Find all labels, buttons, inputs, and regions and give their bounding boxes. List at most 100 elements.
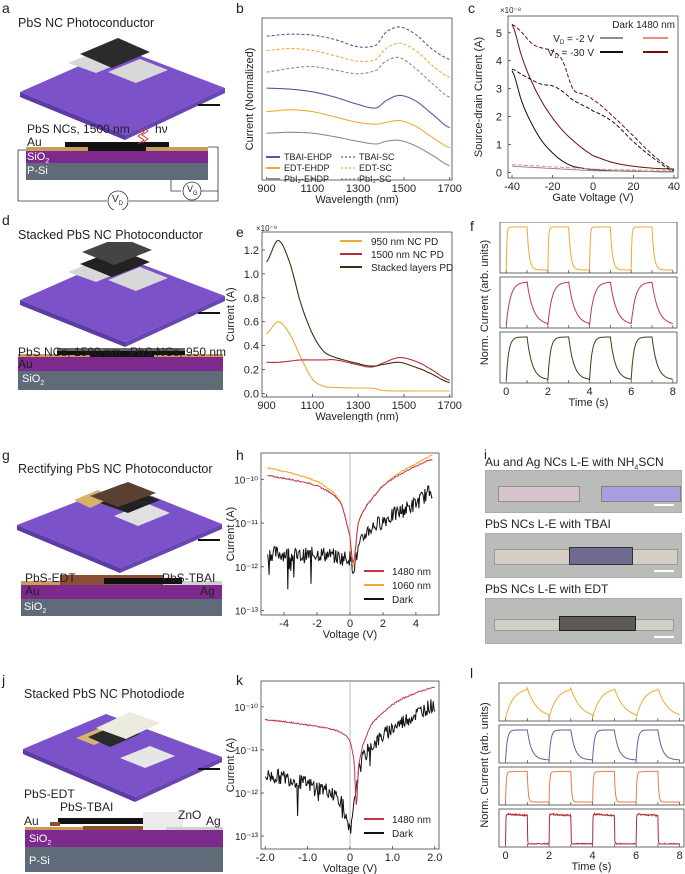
transient-trace <box>505 226 673 271</box>
ag-strip <box>601 486 681 502</box>
legend-label: 1060 nm <box>392 581 431 592</box>
panel-letter-f: f <box>470 218 474 234</box>
label-au-j: Au <box>24 814 39 828</box>
legend-label: 1480 nm <box>392 567 431 578</box>
x-tick-label: -2 <box>312 618 322 630</box>
x-tick-label: 8 <box>670 386 676 398</box>
series-TBAI-EHDP <box>266 87 450 129</box>
y-tick-label: 0 <box>496 167 502 179</box>
y-axis-label: Current (Normalized) <box>244 48 256 151</box>
series-1480 nm <box>264 686 435 805</box>
y-tick-label: 3 <box>496 84 502 96</box>
x-tick-label: -20 <box>545 181 561 193</box>
label-sio2-g: SiO2 <box>24 601 47 616</box>
plot-frame <box>498 724 685 764</box>
micro-caption-3: PbS NCs L-E with EDT <box>485 582 609 596</box>
x-axis-label: Voltage (V) <box>323 629 377 641</box>
series-Dark <box>267 485 433 590</box>
legend-label: PbI₂-SC <box>359 174 392 184</box>
scale-bar <box>198 104 220 106</box>
panel-letter-b: b <box>236 0 244 16</box>
x-tick-label: 0 <box>502 850 508 862</box>
transient-trace <box>505 812 680 846</box>
transient-trace <box>505 729 680 761</box>
legend-label: Dark <box>392 829 414 840</box>
label-sio2-d: SiO2 <box>22 373 45 388</box>
x-tick-label: 1500 <box>392 183 416 195</box>
x-tick-label: 0 <box>347 618 353 630</box>
y-tick-label: 1 <box>496 139 502 151</box>
panel-title-j: Stacked PbS NC Photodiode <box>24 687 185 701</box>
micrograph-edt <box>485 598 682 644</box>
label-vg: VG <box>187 184 198 197</box>
y-tick-label: 10⁻¹¹ <box>235 746 259 757</box>
x-tick-label: 4 <box>413 618 419 630</box>
panel-title-d: Stacked PbS NC Photoconductor <box>18 228 203 242</box>
legend-label: PbI₂-EHDP <box>284 174 329 184</box>
micro-caption-1: Au and Ag NCs L-E with NH4SCN <box>485 455 664 472</box>
label-au-g: Au <box>25 584 40 598</box>
x-axis-label: Wavelength (nm) <box>315 411 398 422</box>
y-tick-label: 0.4 <box>244 341 259 353</box>
micrograph-au-ag <box>485 470 682 513</box>
x-tick-label: 0 <box>590 181 596 193</box>
series-EDT-SC <box>266 42 450 78</box>
y-tick-label: 1.2 <box>244 245 259 257</box>
panel-letter-l: l <box>470 665 474 681</box>
scale-bar <box>654 504 674 506</box>
panel-letter-i: i <box>484 447 487 462</box>
x-axis-label: Wavelength (nm) <box>315 194 398 206</box>
y-axis-label: Current (A) <box>225 738 237 792</box>
y-tick-label: 10⁻¹³ <box>235 832 259 843</box>
panel-letter-g: g <box>2 447 10 463</box>
micro-caption-2: PbS NCs L-E with TBAI <box>485 517 611 531</box>
legend-label: EDT-SC <box>359 163 393 173</box>
plot-frame <box>499 276 678 329</box>
plot-frame <box>498 682 685 722</box>
x-tick-label: 0 <box>503 386 509 398</box>
label-psi-j: P-Si <box>29 855 50 867</box>
x-axis-label: Time (s) <box>572 861 612 873</box>
label-psi-a: P-Si <box>27 165 48 177</box>
legend-label: 950 nm NC PD <box>371 237 438 248</box>
label-edt-j: PbS-EDT <box>24 787 75 801</box>
y-tick-label: 10⁻¹² <box>235 563 259 574</box>
panel-title-a: PbS NC Photoconductor <box>18 16 155 30</box>
y-tick-label: 2 <box>496 112 502 124</box>
legend-label: Dark <box>392 595 414 606</box>
x-tick-label: 1700 <box>437 183 461 195</box>
x-tick-label: 1300 <box>346 183 370 195</box>
panel-letter-c: c <box>468 0 475 16</box>
series-950 nm NC PD <box>266 321 450 392</box>
x-tick-label: -2.0 <box>256 852 275 864</box>
x-tick-label: 6 <box>628 386 634 398</box>
y-tick-label: 0.6 <box>244 317 259 329</box>
x-tick-label: 2 <box>380 618 386 630</box>
substrate-3d <box>20 48 225 135</box>
y-tick-label: 1.0 <box>244 269 259 281</box>
series-Dark <box>264 699 436 834</box>
x-axis-label: Voltage (V) <box>323 863 377 874</box>
tbai-film <box>569 547 633 565</box>
x-tick-label: 2 <box>545 386 551 398</box>
device-schematic-g <box>17 482 222 616</box>
x-tick-label: 1.0 <box>385 852 400 864</box>
chart-c: 0 1 2 3 4 5 ×10⁻⁸ -40 -20 0 20 40 Gate Voltage (V) So… <box>473 6 680 204</box>
device-schematic-d <box>18 242 225 390</box>
series-EDT-EHDP <box>266 109 450 149</box>
x-tick-label: 900 <box>257 400 275 412</box>
label-nc1-d: PbS NCs, 1500 nm <box>18 345 121 359</box>
series-TBAI-SC <box>266 26 450 60</box>
label-zno-j: ZnO <box>178 808 202 822</box>
chart-h: 10⁻¹³ 10⁻¹² 10⁻¹¹ 10⁻¹⁰ -4 -2 0 2 4 Voltage (V) Cu… <box>225 452 440 641</box>
y-tick-label: 0.2 <box>244 365 259 377</box>
y-axis-label: Norm. Current (arb. units) <box>479 240 491 365</box>
y-axis-label: Current (A) <box>225 287 237 341</box>
x-tick-label: 1100 <box>301 400 325 412</box>
label-sio2-a: SiO2 <box>27 151 50 166</box>
chart-f: 0 2 4 6 8 Time (s) Norm. Current (arb. units) <box>479 222 678 409</box>
panel-letter-d: d <box>2 212 10 228</box>
panel-title-g: Rectifying PbS NC Photoconductor <box>18 462 213 476</box>
legend-label: 1500 nm NC PD <box>371 250 444 261</box>
x-tick-label: -1.0 <box>298 852 317 864</box>
